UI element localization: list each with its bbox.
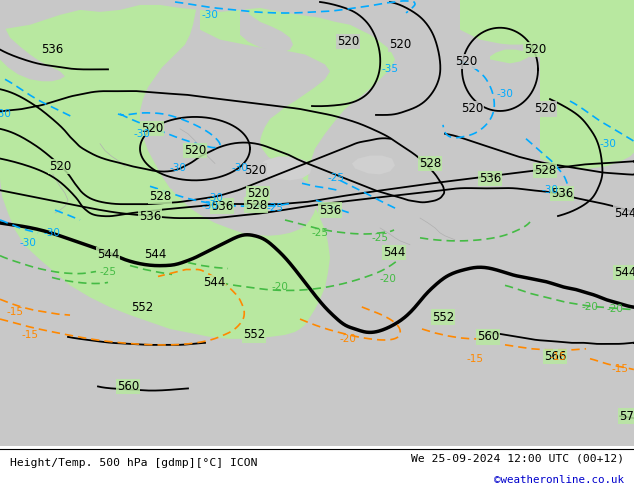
Polygon shape <box>540 0 634 169</box>
Text: 520: 520 <box>49 160 71 173</box>
Text: -25: -25 <box>266 203 283 213</box>
Text: -30: -30 <box>0 109 11 119</box>
Text: 536: 536 <box>211 199 233 213</box>
Text: -15: -15 <box>22 330 39 340</box>
Text: -25: -25 <box>311 228 328 238</box>
Polygon shape <box>258 157 312 180</box>
Text: -30: -30 <box>231 164 249 173</box>
Text: -30: -30 <box>202 10 219 20</box>
Text: 566: 566 <box>544 350 566 363</box>
Text: 552: 552 <box>432 311 454 323</box>
Text: 520: 520 <box>141 122 163 135</box>
Text: -15: -15 <box>550 352 567 362</box>
Text: 560: 560 <box>477 330 499 343</box>
Text: 552: 552 <box>243 328 265 342</box>
Polygon shape <box>558 69 578 81</box>
Text: -15: -15 <box>612 364 628 373</box>
Text: 536: 536 <box>479 172 501 185</box>
Text: -30: -30 <box>202 201 219 211</box>
Text: -20: -20 <box>607 304 623 314</box>
Text: 520: 520 <box>461 102 483 116</box>
Text: -30: -30 <box>44 228 60 238</box>
Text: -25: -25 <box>100 268 117 277</box>
Text: 520: 520 <box>389 38 411 51</box>
Text: 520: 520 <box>455 55 477 68</box>
Text: -15: -15 <box>467 354 484 364</box>
Text: 520: 520 <box>184 144 206 157</box>
Text: 528: 528 <box>245 198 267 212</box>
Text: 520: 520 <box>244 164 266 177</box>
Text: 528: 528 <box>149 190 171 203</box>
Polygon shape <box>460 0 634 45</box>
Text: -30: -30 <box>20 238 36 248</box>
Polygon shape <box>240 5 293 51</box>
Text: 520: 520 <box>534 102 556 116</box>
Text: -30: -30 <box>134 129 150 139</box>
Text: -20: -20 <box>340 334 356 344</box>
Text: 536: 536 <box>41 43 63 56</box>
Polygon shape <box>0 0 634 446</box>
Text: -30: -30 <box>496 89 514 99</box>
Text: 560: 560 <box>117 380 139 393</box>
Text: 520: 520 <box>247 187 269 200</box>
Text: 576: 576 <box>619 410 634 423</box>
Text: 528: 528 <box>419 157 441 170</box>
Text: -30: -30 <box>600 139 616 148</box>
Text: -20: -20 <box>380 274 396 284</box>
Text: -20: -20 <box>271 282 288 293</box>
Text: -35: -35 <box>382 64 399 74</box>
Text: -20: -20 <box>581 302 598 312</box>
Text: 536: 536 <box>551 187 573 200</box>
Text: 544: 544 <box>614 266 634 279</box>
Text: -30: -30 <box>169 164 186 173</box>
Polygon shape <box>0 0 65 81</box>
Text: 536: 536 <box>139 210 161 222</box>
Text: 544: 544 <box>203 276 225 289</box>
Polygon shape <box>0 5 395 339</box>
Text: 544: 544 <box>97 248 119 261</box>
Text: ©weatheronline.co.uk: ©weatheronline.co.uk <box>495 475 624 485</box>
Text: 520: 520 <box>524 43 546 56</box>
Text: 544: 544 <box>614 207 634 220</box>
Polygon shape <box>140 0 330 236</box>
Polygon shape <box>490 49 528 63</box>
Text: -30: -30 <box>207 193 223 203</box>
Polygon shape <box>352 155 395 174</box>
Text: -30: -30 <box>541 185 559 195</box>
Text: Height/Temp. 500 hPa [gdmp][°C] ICON: Height/Temp. 500 hPa [gdmp][°C] ICON <box>10 458 257 467</box>
Text: 528: 528 <box>534 164 556 177</box>
Text: 536: 536 <box>319 203 341 217</box>
Text: -25: -25 <box>372 233 389 243</box>
Text: 552: 552 <box>131 301 153 314</box>
Text: -25: -25 <box>328 173 344 183</box>
Text: 544: 544 <box>383 246 405 259</box>
Text: 544: 544 <box>144 248 166 261</box>
Text: 520: 520 <box>337 35 359 48</box>
Text: -15: -15 <box>6 307 23 317</box>
Text: We 25-09-2024 12:00 UTC (00+12): We 25-09-2024 12:00 UTC (00+12) <box>411 453 624 463</box>
